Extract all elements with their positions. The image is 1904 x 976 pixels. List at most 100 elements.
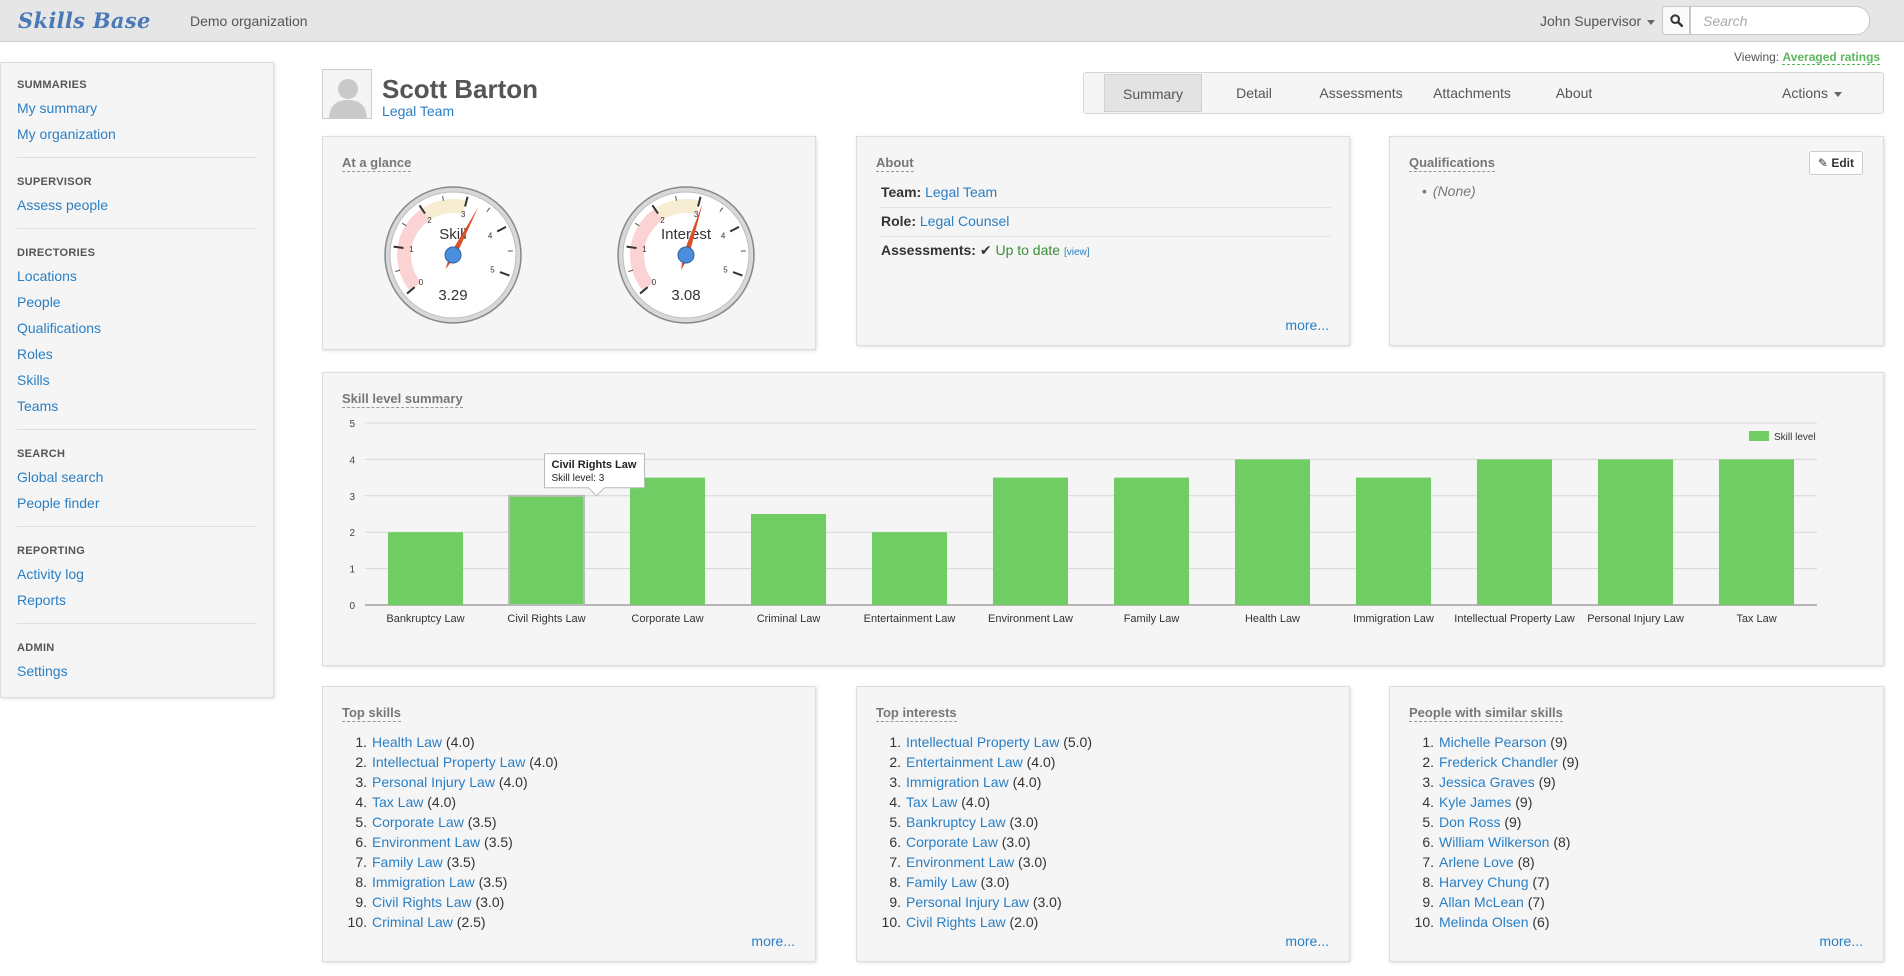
skill-level-chart: 0 1 2 3 4 5 Bankruptcy Law Civil Rights Law Corp… [349, 419, 1817, 625]
search-button[interactable] [1662, 6, 1690, 35]
list-item-link[interactable]: Personal Injury Law [372, 774, 495, 790]
y-tick-label: 1 [349, 565, 355, 576]
top-skills-more-link[interactable]: more... [751, 933, 795, 949]
team-link[interactable]: Legal Team [925, 184, 998, 200]
bar[interactable] [1234, 459, 1311, 605]
list-item-score: (5.0) [1059, 734, 1092, 750]
sidebar-item-reports[interactable]: Reports [17, 592, 67, 608]
sidebar-item-my-organization[interactable]: My organization [17, 126, 116, 142]
list-item-link[interactable]: Environment Law [906, 854, 1015, 870]
tab-about[interactable]: About [1555, 85, 1593, 101]
sidebar-item-teams[interactable]: Teams [17, 398, 59, 414]
bar[interactable] [1113, 477, 1190, 605]
list-item-link[interactable]: Melinda Olsen [1439, 914, 1529, 930]
list-item-link[interactable]: Harvey Chung [1439, 874, 1529, 890]
actions-menu[interactable]: Actions [1762, 73, 1862, 113]
bar[interactable] [629, 477, 706, 605]
list-number: 8. [1422, 874, 1434, 890]
bar[interactable] [1718, 459, 1795, 605]
bar[interactable] [1476, 459, 1553, 605]
list-item-link[interactable]: Family Law [372, 854, 443, 870]
chevron-down-icon [1833, 91, 1842, 97]
list-item-score: (7) [1523, 894, 1545, 910]
list-item-link[interactable]: Entertainment Law [906, 754, 1023, 770]
list-number: 9. [1422, 894, 1434, 910]
list-item-link[interactable]: Criminal Law [372, 914, 453, 930]
about-more-link[interactable]: more... [1285, 317, 1329, 333]
x-tick-label: Intellectual Property Law [1454, 613, 1575, 625]
list-item-link[interactable]: Tax Law [906, 794, 958, 810]
list-item-link[interactable]: Corporate Law [906, 834, 998, 850]
sidebar-item-skills[interactable]: Skills [17, 372, 50, 388]
tab-summary[interactable]: Summary [1104, 74, 1202, 112]
list-item-link[interactable]: Michelle Pearson [1439, 734, 1547, 750]
list-item-link[interactable]: William Wilkerson [1439, 834, 1550, 850]
list-item-link[interactable]: Kyle James [1439, 794, 1512, 810]
list-item-score: (3.5) [463, 814, 497, 830]
bar[interactable] [507, 494, 586, 606]
list-item-link[interactable]: Family Law [906, 874, 977, 890]
list-item-link[interactable]: Immigration Law [906, 774, 1009, 790]
assessments-view-link[interactable]: [view] [1063, 247, 1090, 258]
app-logo[interactable]: Skills Base [18, 8, 151, 33]
bar[interactable] [992, 477, 1069, 605]
bar[interactable] [1355, 477, 1432, 605]
sidebar-item-people-finder[interactable]: People finder [17, 495, 100, 511]
viewing-mode-link[interactable]: Averaged ratings [1782, 50, 1881, 65]
role-link[interactable]: Legal Counsel [919, 213, 1010, 229]
sidebar-item-settings[interactable]: Settings [17, 663, 68, 679]
search-input[interactable] [1690, 6, 1870, 35]
bar[interactable] [750, 514, 827, 605]
list-item-link[interactable]: Environment Law [372, 834, 481, 850]
x-tick-label: Corporate Law [631, 613, 703, 625]
list-number: 2. [1422, 754, 1434, 770]
sidebar-item-qualifications[interactable]: Qualifications [17, 320, 102, 336]
edit-qualifications-button[interactable]: ✎ Edit [1808, 151, 1863, 175]
list-item-link[interactable]: Civil Rights Law [372, 894, 472, 910]
list-item-link[interactable]: Immigration Law [372, 874, 475, 890]
tab-assessments[interactable]: Assessments [1319, 85, 1403, 101]
top-interests-more-link[interactable]: more... [1285, 933, 1329, 949]
gauge-minor-tick [719, 207, 724, 212]
chart-title: Skill level summary [342, 391, 463, 408]
x-tick-label: Bankruptcy Law [386, 613, 464, 625]
sidebar-item-assess-people[interactable]: Assess people [17, 197, 109, 213]
team-label: Team: [881, 184, 922, 200]
list-item-link[interactable]: Intellectual Property Law [906, 734, 1060, 750]
list-item-link[interactable]: Don Ross [1439, 814, 1501, 830]
list-item-link[interactable]: Personal Injury Law [906, 894, 1029, 910]
bar[interactable] [387, 532, 464, 605]
gauge-tick [729, 225, 740, 233]
divider [17, 157, 257, 158]
bar[interactable] [1597, 459, 1674, 605]
sidebar-item-roles[interactable]: Roles [17, 346, 53, 362]
list-item-link[interactable]: Jessica Graves [1439, 774, 1535, 790]
list-item-score: (3.5) [474, 874, 508, 890]
list-item-link[interactable]: Arlene Love [1439, 854, 1514, 870]
list-item-score: (8) [1549, 834, 1571, 850]
sidebar-item-locations[interactable]: Locations [17, 268, 77, 284]
similar-people-more-link[interactable]: more... [1819, 933, 1863, 949]
sidebar-item-activity-log[interactable]: Activity log [17, 566, 84, 582]
list-item-link[interactable]: Intellectual Property Law [372, 754, 526, 770]
gauge-tick-label: 1 [642, 245, 647, 254]
tab-detail[interactable]: Detail [1236, 85, 1272, 101]
list-item-link[interactable]: Frederick Chandler [1439, 754, 1559, 770]
sidebar-item-my-summary[interactable]: My summary [17, 100, 98, 116]
legend-swatch [1749, 431, 1769, 441]
sidebar-item-people[interactable]: People [17, 294, 61, 310]
list-item-link[interactable]: Civil Rights Law [906, 914, 1006, 930]
about-assessments-row: Assessments: ✔ Up to date [view] [881, 237, 1331, 266]
list-item-link[interactable]: Health Law [372, 734, 443, 750]
sidebar-item-global-search[interactable]: Global search [17, 469, 104, 485]
list-item-link[interactable]: Corporate Law [372, 814, 464, 830]
list-item-link[interactable]: Bankruptcy Law [906, 814, 1006, 830]
list-item-link[interactable]: Tax Law [372, 794, 424, 810]
gauge-band-low [630, 208, 663, 291]
user-menu[interactable]: John Supervisor [1540, 13, 1656, 29]
bar[interactable] [871, 532, 948, 605]
person-team-link[interactable]: Legal Team [382, 103, 455, 119]
list-item-link[interactable]: Allan McLean [1439, 894, 1524, 910]
tab-attachments[interactable]: Attachments [1433, 85, 1511, 101]
list-item: 6. Environment Law (3.5) [342, 833, 558, 853]
